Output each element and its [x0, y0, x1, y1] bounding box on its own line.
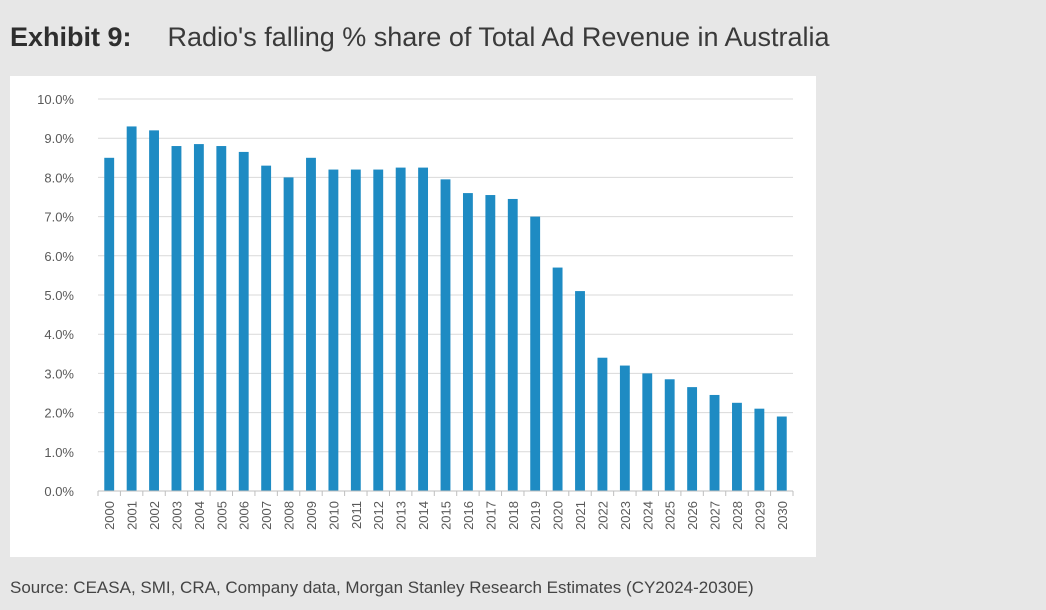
bar: [664, 379, 675, 491]
x-tick-label: 2018: [506, 501, 521, 530]
x-tick-label: 2014: [416, 501, 431, 530]
x-tick-label: 2003: [169, 501, 184, 530]
x-tick-label: 2016: [461, 501, 476, 530]
bar: [216, 146, 227, 491]
exhibit-label: Exhibit 9:: [10, 22, 132, 52]
bar: [709, 394, 720, 491]
exhibit-header: Exhibit 9: Radio's falling % share of Tot…: [10, 22, 830, 53]
x-tick-label: 2023: [618, 501, 633, 530]
x-tick-label: 2017: [483, 501, 498, 530]
bar: [552, 267, 563, 491]
y-tick-label: 1.0%: [44, 445, 74, 460]
bar: [462, 193, 473, 491]
x-tick-label: 2024: [640, 501, 655, 530]
x-tick-label: 2000: [102, 501, 117, 530]
bar: [261, 165, 272, 491]
bar: [149, 130, 159, 492]
chart-panel: 0.0% 1.0% 2.0% 3.0% 4.0% 5.0% 6.0% 7.0% 8.0% 9.0%…: [10, 76, 816, 557]
bar: [687, 387, 698, 491]
x-tick-label: 2011: [349, 501, 364, 529]
x-tick-label: 2015: [439, 501, 454, 530]
bar: [395, 167, 406, 491]
bar: [328, 169, 339, 491]
bar: [575, 291, 585, 491]
x-tick-label: 2028: [730, 501, 745, 530]
x-tick-label: 2004: [192, 501, 207, 530]
x-axis-tick-labels: 2000 2001 2002 2003 2004 2005 2006 2007 2008 2009…: [102, 501, 790, 530]
exhibit-title: Radio's falling % share of Total Ad Reve…: [167, 22, 830, 52]
bar: [418, 167, 429, 491]
bar: [238, 151, 249, 492]
y-tick-label: 3.0%: [44, 366, 74, 381]
x-tick-label: 2029: [752, 501, 767, 530]
bar: [350, 169, 361, 491]
x-tick-label: 2013: [394, 501, 409, 530]
x-tick-label: 2001: [125, 501, 140, 530]
bar: [171, 146, 182, 491]
bar-chart: 0.0% 1.0% 2.0% 3.0% 4.0% 5.0% 6.0% 7.0% 8.0% 9.0%…: [37, 92, 794, 530]
bar: [754, 408, 765, 491]
bar: [373, 169, 384, 491]
y-axis-tick-labels: 0.0% 1.0% 2.0% 3.0% 4.0% 5.0% 6.0% 7.0% 8.0% 9.0%…: [37, 92, 74, 499]
y-tick-label: 4.0%: [44, 327, 74, 342]
y-tick-label: 0.0%: [44, 484, 74, 499]
x-axis: [97, 490, 794, 496]
bars: [104, 126, 787, 492]
bar: [440, 179, 451, 492]
x-tick-label: 2009: [304, 501, 319, 530]
x-tick-label: 2030: [775, 501, 790, 530]
x-tick-label: 2025: [663, 501, 678, 530]
bar: [126, 126, 137, 491]
x-tick-label: 2007: [259, 501, 274, 530]
bar: [283, 177, 294, 491]
x-tick-label: 2010: [326, 501, 341, 530]
x-tick-label: 2006: [237, 501, 252, 530]
y-tick-label: 7.0%: [44, 210, 74, 225]
x-tick-label: 2022: [595, 501, 610, 530]
y-tick-label: 8.0%: [44, 170, 74, 185]
source-note: Source: CEASA, SMI, CRA, Company data, M…: [10, 578, 754, 597]
y-tick-label: 2.0%: [44, 406, 74, 421]
y-tick-label: 9.0%: [44, 131, 74, 146]
bar: [597, 357, 608, 491]
x-tick-label: 2002: [147, 501, 162, 530]
bar: [193, 144, 204, 491]
x-tick-label: 2008: [282, 501, 297, 530]
bar: [619, 365, 630, 491]
bar: [530, 216, 541, 491]
bar: [642, 373, 653, 491]
y-tick-label: 6.0%: [44, 249, 74, 264]
bar: [507, 198, 518, 491]
x-tick-label: 2021: [573, 501, 588, 530]
y-tick-label: 5.0%: [44, 288, 74, 303]
x-tick-label: 2005: [214, 501, 229, 530]
x-tick-label: 2020: [551, 501, 566, 530]
bar: [485, 195, 496, 491]
x-tick-label: 2027: [708, 501, 723, 530]
bar: [104, 157, 115, 492]
y-tick-label: 10.0%: [37, 92, 74, 107]
bar: [732, 402, 742, 491]
bar: [776, 416, 787, 491]
x-tick-label: 2012: [371, 501, 386, 530]
x-tick-label: 2026: [685, 501, 700, 530]
x-tick-label: 2019: [528, 501, 543, 530]
bar: [306, 157, 316, 492]
